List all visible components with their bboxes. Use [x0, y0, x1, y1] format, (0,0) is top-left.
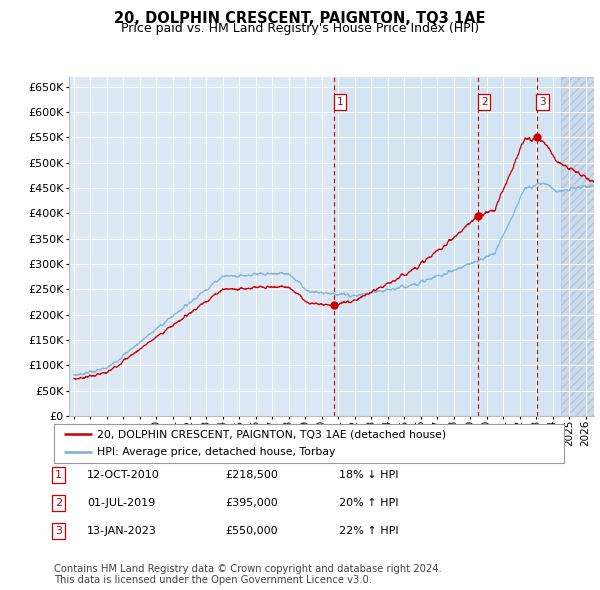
Text: 2: 2: [55, 498, 62, 507]
Text: £218,500: £218,500: [225, 470, 278, 480]
FancyBboxPatch shape: [54, 424, 564, 463]
Text: 20, DOLPHIN CRESCENT, PAIGNTON, TQ3 1AE: 20, DOLPHIN CRESCENT, PAIGNTON, TQ3 1AE: [114, 11, 486, 25]
Text: 3: 3: [55, 526, 62, 536]
Text: 20% ↑ HPI: 20% ↑ HPI: [339, 498, 398, 507]
Text: £550,000: £550,000: [225, 526, 278, 536]
Text: £395,000: £395,000: [225, 498, 278, 507]
Text: Contains HM Land Registry data © Crown copyright and database right 2024.
This d: Contains HM Land Registry data © Crown c…: [54, 563, 442, 585]
Text: 13-JAN-2023: 13-JAN-2023: [87, 526, 157, 536]
Text: 01-JUL-2019: 01-JUL-2019: [87, 498, 155, 507]
Text: 18% ↓ HPI: 18% ↓ HPI: [339, 470, 398, 480]
Bar: [561, 77, 594, 416]
Text: 1: 1: [337, 97, 344, 107]
Text: 1: 1: [55, 470, 62, 480]
Text: 12-OCT-2010: 12-OCT-2010: [87, 470, 160, 480]
Bar: [334, 77, 561, 416]
Text: 20, DOLPHIN CRESCENT, PAIGNTON, TQ3 1AE (detached house): 20, DOLPHIN CRESCENT, PAIGNTON, TQ3 1AE …: [97, 430, 446, 440]
Text: 22% ↑ HPI: 22% ↑ HPI: [339, 526, 398, 536]
Text: 2: 2: [481, 97, 488, 107]
Text: Price paid vs. HM Land Registry's House Price Index (HPI): Price paid vs. HM Land Registry's House …: [121, 22, 479, 35]
Text: 3: 3: [539, 97, 546, 107]
Text: HPI: Average price, detached house, Torbay: HPI: Average price, detached house, Torb…: [97, 447, 336, 457]
